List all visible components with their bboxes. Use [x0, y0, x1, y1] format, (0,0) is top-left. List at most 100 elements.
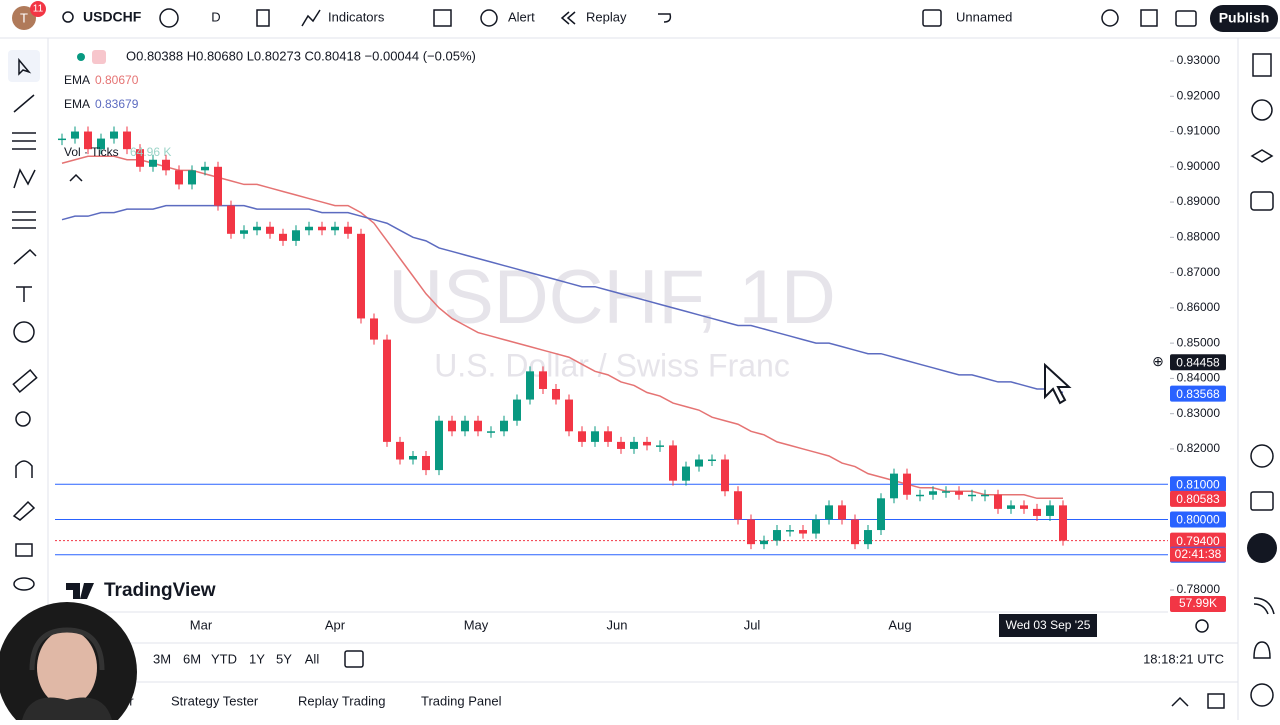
crosshair-date-box — [999, 614, 1097, 637]
range-button[interactable]: All — [305, 651, 320, 666]
range-button[interactable]: 3M — [153, 651, 171, 666]
help[interactable] — [1250, 683, 1274, 707]
candle — [149, 159, 157, 167]
text-tool[interactable] — [16, 286, 32, 302]
pattern-tool[interactable] — [13, 168, 36, 189]
candle — [708, 459, 716, 462]
candle — [656, 445, 664, 447]
templates[interactable] — [433, 9, 452, 27]
badge-count: 11 — [33, 4, 44, 15]
candle — [630, 441, 638, 449]
candle — [474, 420, 482, 432]
candle — [344, 226, 352, 234]
badge — [30, 1, 46, 17]
trendline-tool[interactable] — [13, 94, 35, 113]
search-icon[interactable] — [62, 11, 74, 23]
notifications[interactable] — [1253, 641, 1271, 659]
interval[interactable]: D — [211, 9, 220, 24]
candle — [825, 505, 833, 520]
candle — [994, 494, 1002, 509]
chart-type[interactable] — [256, 9, 270, 27]
alert-icon[interactable] — [480, 9, 498, 27]
apps[interactable] — [1247, 533, 1277, 563]
y-tick-label: 0.83000 — [1177, 406, 1221, 420]
countdown: 02:41:38 — [1175, 547, 1222, 561]
x-tick-label: May — [464, 617, 489, 632]
ideas[interactable] — [1250, 444, 1274, 468]
date-range[interactable] — [344, 650, 364, 668]
range-button[interactable]: 6M — [183, 651, 201, 666]
candle — [123, 131, 131, 150]
replay-icon[interactable] — [560, 11, 576, 25]
watchlist[interactable] — [1252, 53, 1272, 77]
candle — [84, 131, 92, 150]
range-button[interactable]: 1Y — [249, 651, 265, 666]
y-tick-label: 0.86000 — [1177, 300, 1221, 314]
candle — [955, 491, 963, 495]
publish[interactable]: Publish — [1219, 10, 1270, 26]
zoom-tool[interactable] — [15, 411, 31, 427]
streams[interactable] — [1253, 597, 1275, 615]
candle — [877, 498, 885, 531]
ema-value: 0.80670 — [95, 73, 139, 87]
watermark-title: USDCHF, 1D — [388, 255, 836, 340]
alert[interactable]: Alert — [508, 9, 535, 24]
avatar[interactable] — [12, 6, 36, 30]
tab[interactable]: Strategy Tester — [171, 693, 259, 708]
fib-tool[interactable] — [12, 132, 36, 150]
layout-name[interactable]: Unnamed — [956, 9, 1012, 24]
indicators[interactable]: Indicators — [328, 9, 385, 24]
tab[interactable]: Trading Panel — [421, 693, 502, 708]
add-symbol[interactable] — [159, 8, 179, 28]
lock-tool[interactable] — [15, 543, 33, 557]
candle — [604, 431, 612, 442]
expand-panel[interactable] — [1171, 696, 1189, 707]
range-button[interactable]: 5Y — [276, 651, 292, 666]
publish-button[interactable] — [1210, 5, 1278, 32]
tab[interactable]: Replay Trading — [298, 693, 385, 708]
undo[interactable] — [658, 13, 672, 23]
settings[interactable] — [1101, 9, 1119, 27]
draw-mode[interactable] — [12, 500, 36, 521]
y-tick-label: 0.84000 — [1177, 371, 1221, 385]
range-button[interactable]: YTD — [211, 651, 237, 666]
price-label: 0.79400 — [1176, 534, 1220, 548]
indicators-icon[interactable] — [301, 9, 321, 27]
icon-tool[interactable] — [13, 321, 35, 343]
snapshot[interactable] — [1175, 10, 1197, 27]
collapse-legend[interactable] — [69, 173, 83, 182]
candle — [266, 226, 274, 234]
object-tree[interactable] — [1250, 149, 1274, 163]
volume-label-box — [1170, 596, 1226, 612]
candle — [578, 431, 586, 442]
maximize-panel[interactable] — [1207, 693, 1225, 709]
avatar-letter: T — [20, 10, 28, 25]
calendar[interactable] — [1250, 491, 1274, 511]
candle — [526, 371, 534, 400]
fullscreen[interactable] — [1140, 9, 1158, 27]
candle — [500, 420, 508, 432]
candle — [227, 205, 235, 234]
brush-tool[interactable] — [13, 248, 37, 265]
symbol[interactable]: USDCHF — [83, 9, 142, 25]
price-label-box — [1170, 354, 1226, 371]
y-tick-label: 0.85000 — [1177, 335, 1221, 349]
price-label-box — [1170, 511, 1226, 528]
y-tick-label: 0.92000 — [1177, 88, 1221, 102]
candle — [1007, 505, 1015, 509]
x-tick-label: Jun — [607, 617, 628, 632]
cursor-icon — [18, 57, 32, 76]
price-label: 0.81000 — [1176, 477, 1220, 491]
hide-tool[interactable] — [13, 577, 35, 591]
layout-icon[interactable] — [922, 9, 942, 27]
replay[interactable]: Replay — [586, 9, 627, 24]
chats[interactable] — [1250, 191, 1274, 211]
magnet-tool[interactable] — [15, 460, 33, 478]
prediction-tool[interactable] — [12, 211, 36, 229]
alerts-panel[interactable] — [1251, 99, 1273, 121]
candle — [201, 166, 209, 171]
candle — [461, 420, 469, 432]
measure-tool[interactable] — [12, 369, 38, 393]
candle — [214, 166, 222, 206]
axis-settings[interactable] — [1195, 619, 1209, 633]
